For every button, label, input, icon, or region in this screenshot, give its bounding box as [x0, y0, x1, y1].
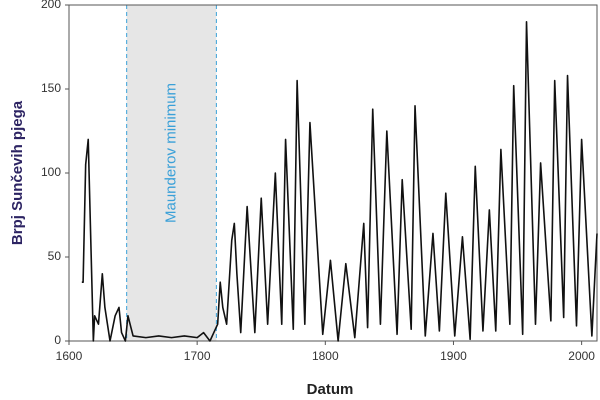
x-tick-label: 2000: [568, 349, 595, 363]
span-label: Maunderov minimum: [162, 83, 179, 223]
y-tick-label: 150: [41, 81, 61, 95]
y-axis-label: Brpj Sunčevih pjega: [9, 100, 26, 245]
y-tick-label: 50: [48, 249, 62, 263]
x-axis-label: Datum: [307, 381, 354, 398]
data-line: [81, 21, 598, 342]
y-tick-label: 0: [54, 333, 61, 347]
x-tick-label: 1800: [312, 349, 339, 363]
y-tick-label: 200: [41, 0, 61, 11]
y-tick-label: 100: [41, 165, 61, 179]
x-tick-label: 1900: [440, 349, 467, 363]
x-tick-label: 1700: [184, 349, 211, 363]
shaded-span: [126, 5, 217, 341]
x-tick-label: 1600: [56, 349, 83, 363]
